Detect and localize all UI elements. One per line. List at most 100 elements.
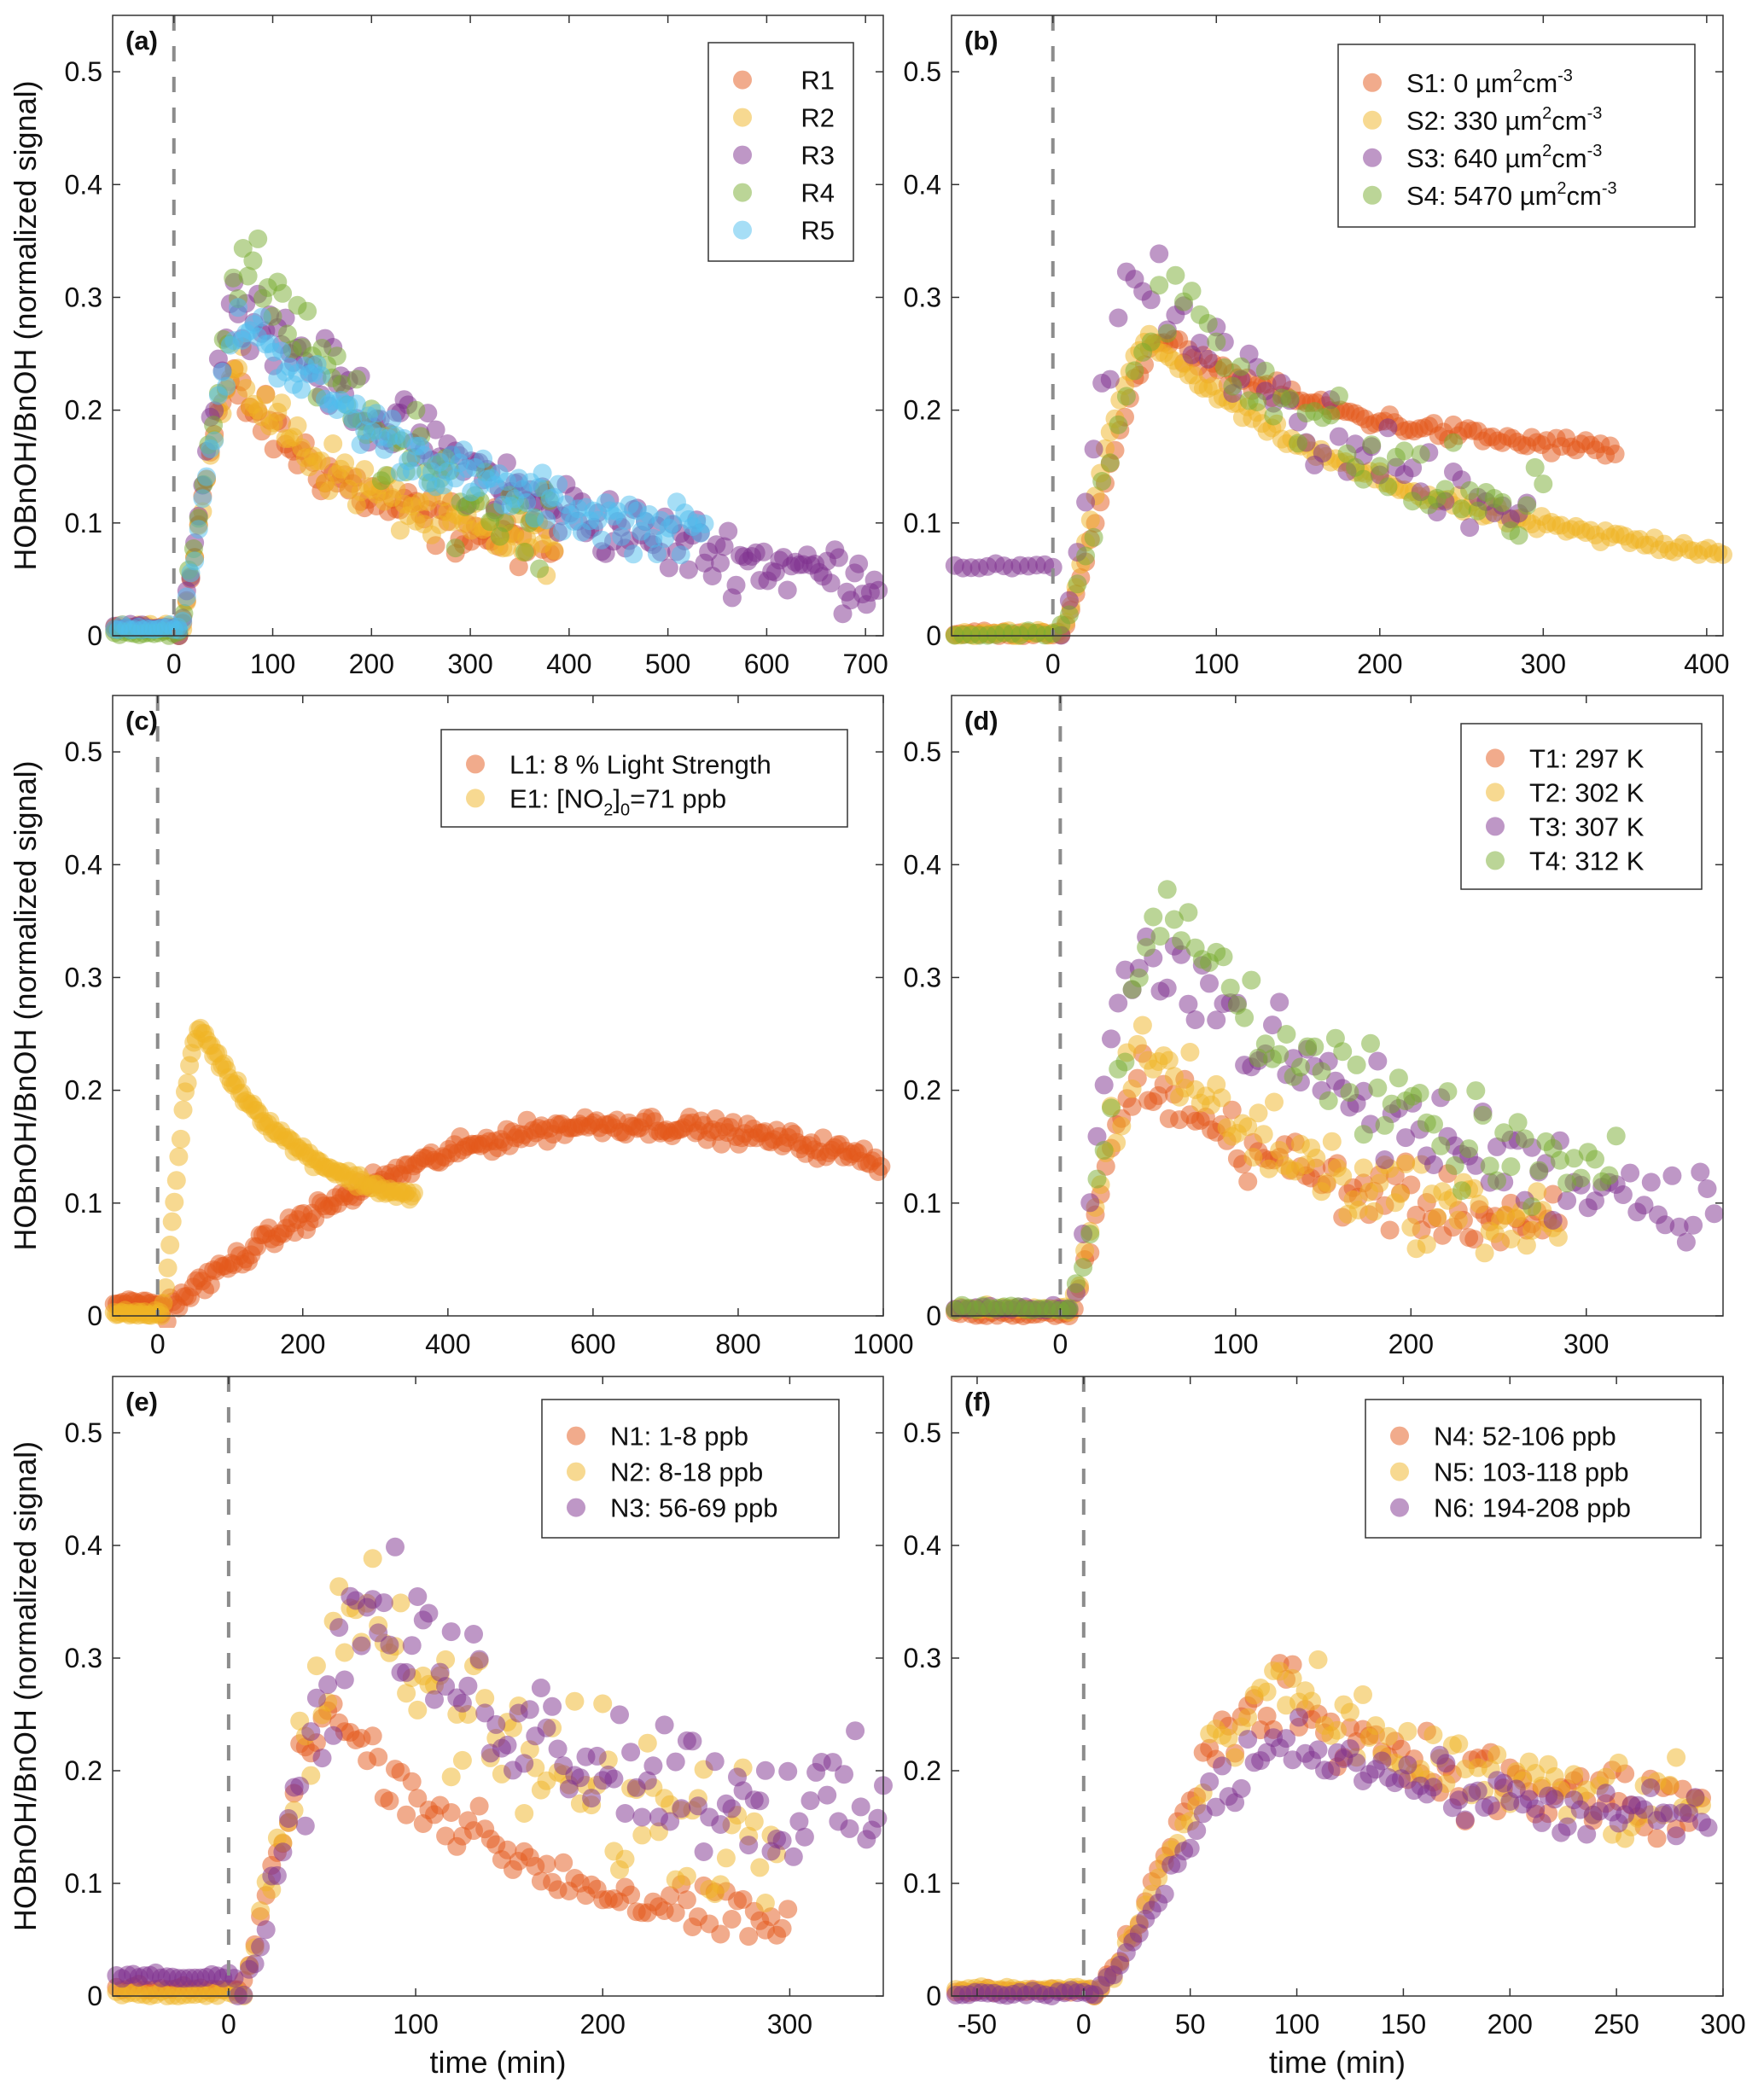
data-point	[1225, 1793, 1245, 1813]
data-point	[323, 1725, 343, 1745]
data-point	[335, 1670, 354, 1690]
x-tick-label: 200	[280, 1329, 325, 1359]
legend-entry: T2: 302 K	[1529, 777, 1645, 807]
data-point	[272, 393, 291, 413]
data-point	[833, 604, 853, 624]
data-point	[1396, 1154, 1416, 1173]
data-point	[1348, 1201, 1368, 1219]
y-tick-label: 0.4	[65, 169, 102, 200]
data-point	[279, 1809, 298, 1828]
data-point	[1526, 1799, 1546, 1819]
data-point	[1219, 1728, 1238, 1748]
data-point	[739, 1927, 759, 1947]
data-point	[1509, 526, 1528, 545]
data-point	[1277, 1729, 1296, 1749]
data-point	[1697, 1179, 1717, 1198]
data-point	[1263, 1015, 1282, 1035]
data-point	[671, 545, 690, 565]
data-point	[1362, 435, 1382, 455]
legend-box	[1337, 44, 1696, 228]
data-point	[1401, 1218, 1421, 1237]
data-point	[1388, 1068, 1408, 1088]
data-point	[840, 1819, 859, 1838]
data-point	[1543, 1210, 1563, 1230]
data-point	[1378, 1726, 1398, 1746]
data-point	[418, 492, 438, 511]
data-point	[750, 1791, 770, 1811]
data-point	[615, 1849, 635, 1869]
data-point	[1222, 1100, 1242, 1120]
markers-d	[946, 880, 1724, 1325]
x-tick-label: 250	[1593, 2009, 1639, 2040]
data-point	[408, 1789, 428, 1808]
x-tick-label: 400	[425, 1329, 470, 1359]
x-tick-label: 500	[645, 649, 690, 679]
value: =71 ppb	[630, 783, 726, 813]
data-point	[1423, 1778, 1443, 1797]
data-point	[1394, 441, 1414, 461]
data-point	[1164, 910, 1184, 929]
superscript: 2	[1513, 67, 1522, 85]
data-point	[1647, 1829, 1667, 1848]
data-point	[1515, 1129, 1534, 1149]
data-point	[1102, 1098, 1121, 1118]
y-tick-label: 0.2	[904, 395, 941, 426]
data-point	[185, 551, 205, 571]
data-point	[1333, 1042, 1353, 1062]
data-point	[1213, 1756, 1232, 1776]
data-point	[1066, 1274, 1086, 1294]
legend-marker	[1390, 1426, 1409, 1446]
legend-entry: N6: 194-208 ppb	[1434, 1493, 1631, 1523]
data-point	[224, 268, 243, 288]
data-point	[1586, 1149, 1604, 1169]
data-point	[205, 401, 224, 421]
data-point	[1382, 1094, 1401, 1114]
data-point	[621, 1743, 641, 1762]
data-point	[312, 1749, 332, 1768]
y-tick-label: 0.4	[904, 169, 941, 200]
x-axis-label: time (min)	[1269, 2045, 1406, 2080]
data-point	[1466, 1081, 1486, 1101]
data-point	[726, 575, 746, 595]
data-point	[1545, 1789, 1564, 1809]
data-point	[1321, 405, 1341, 425]
data-point	[1185, 1010, 1205, 1029]
data-point	[1157, 978, 1177, 998]
legend-entry: T1: 297 K	[1529, 743, 1645, 773]
markers-c	[104, 1018, 891, 1328]
data-point	[1480, 1156, 1499, 1176]
data-point	[234, 1985, 253, 2005]
data-point	[1460, 518, 1480, 538]
data-point	[162, 1212, 182, 1231]
legend-marker	[1486, 783, 1505, 802]
data-point	[248, 229, 268, 248]
data-point	[369, 1748, 388, 1766]
data-point	[355, 460, 375, 480]
data-point	[1180, 1838, 1200, 1858]
data-point	[1667, 1748, 1686, 1767]
data-point	[789, 1812, 809, 1831]
legend-entry: R5	[800, 216, 835, 246]
data-point	[1424, 1114, 1443, 1134]
legend-box	[541, 1399, 840, 1539]
data-point	[346, 394, 366, 414]
data-point	[661, 1812, 680, 1831]
x-tick-label: 100	[1213, 1329, 1258, 1359]
data-point	[1242, 970, 1261, 990]
data-point	[1466, 1155, 1486, 1175]
legend-entry: S2: 330 µm2cm-3	[1406, 104, 1602, 136]
data-point	[1319, 1091, 1338, 1110]
superscript: -3	[1587, 104, 1603, 123]
legend-marker	[733, 145, 752, 165]
data-point	[1487, 1137, 1506, 1156]
legend-marker	[1486, 851, 1505, 870]
x-tick-label: 300	[1521, 649, 1566, 679]
data-point	[1378, 477, 1398, 497]
data-point	[778, 1900, 798, 1919]
data-point	[374, 1593, 393, 1613]
legend-entry-text: S4: 5470 µm	[1406, 181, 1557, 211]
data-point	[548, 1739, 568, 1759]
data-point	[647, 544, 667, 564]
unit: cm	[1552, 106, 1586, 136]
